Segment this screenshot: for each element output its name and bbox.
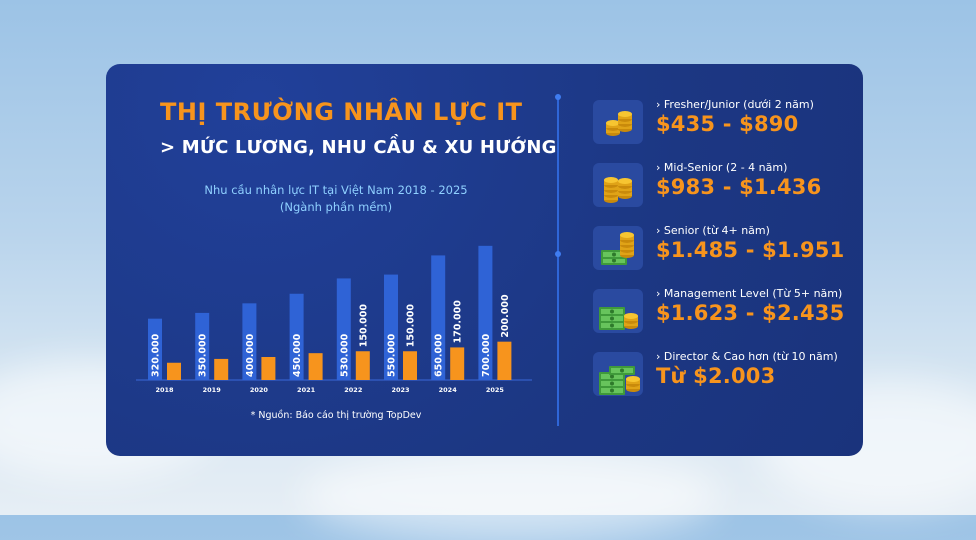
bar-value-label: 150.000 [406, 304, 417, 348]
coins-icon [593, 100, 643, 144]
salary-tier-value: $1.623 - $2.435 [656, 301, 845, 325]
salary-tier: › Mid-Senior (2 - 4 năm) $983 - $1.436 [593, 161, 853, 217]
bar-supply [403, 351, 417, 380]
bar-value-label: 150.000 [358, 304, 369, 348]
x-tick-label: 2022 [344, 386, 362, 394]
bar-value-label: 450.000 [292, 333, 303, 377]
cloud-decoration [300, 450, 720, 540]
bar-value-label: 700.000 [481, 333, 492, 377]
bar-value-label: 400.000 [245, 333, 256, 377]
infographic-card: THỊ TRƯỜNG NHÂN LỰC IT > MỨC LƯƠNG, NHU … [106, 64, 863, 456]
x-tick-label: 2020 [250, 386, 269, 394]
bar-supply [450, 347, 465, 380]
cash-pile-icon [593, 352, 643, 396]
coin-stack-icon [593, 163, 643, 207]
bar-supply [308, 353, 323, 380]
salary-tier: › Management Level (Từ 5+ năm) $1.623 - $… [593, 287, 853, 343]
bar-chart: 320.000 2018 350.000 2019 400.000 2020 450.000… [136, 245, 532, 394]
x-tick-label: 2018 [155, 386, 174, 394]
bar-demand [384, 274, 398, 380]
x-tick-label: 2019 [203, 386, 222, 394]
x-tick-label: 2023 [391, 386, 409, 394]
bar-supply [355, 351, 370, 380]
salary-tier: › Fresher/Junior (dưới 2 năm) $435 - $890 [593, 98, 853, 154]
salary-tier-value: $983 - $1.436 [656, 175, 822, 199]
page-title: THỊ TRƯỜNG NHÂN LỰC IT [160, 98, 523, 126]
bar-supply [497, 341, 512, 380]
chart-title-block: Nhu cầu nhân lực IT tại Việt Nam 2018 - … [186, 182, 486, 216]
salary-tier: › Director & Cao hơn (từ 10 năm) Từ $2.00… [593, 350, 853, 406]
bar-demand [195, 312, 210, 380]
salary-tier-label: › Senior (từ 4+ năm) [656, 224, 770, 237]
chart-title: Nhu cầu nhân lực IT tại Việt Nam 2018 - … [204, 183, 468, 197]
salary-tier-label: › Fresher/Junior (dưới 2 năm) [656, 98, 814, 111]
bar-supply [214, 358, 229, 380]
salary-tier-label: › Management Level (Từ 5+ năm) [656, 287, 843, 300]
bar-value-label: 650.000 [434, 333, 445, 377]
bar-supply [167, 362, 181, 380]
divider-line [557, 96, 559, 426]
x-tick-label: 2021 [297, 386, 316, 394]
coins-cash-icon [593, 226, 643, 270]
bar-demand [148, 318, 162, 380]
divider-dot [555, 94, 561, 100]
bar-demand [289, 293, 304, 380]
bar-demand [431, 255, 446, 380]
salary-tier-label: › Mid-Senior (2 - 4 năm) [656, 161, 788, 174]
bar-value-label: 530.000 [339, 333, 350, 377]
x-tick-label: 2024 [439, 386, 458, 394]
bar-supply [261, 357, 276, 380]
bar-value-label: 200.000 [500, 294, 511, 338]
bar-value-label: 170.000 [453, 300, 464, 344]
x-tick-label: 2025 [486, 386, 505, 394]
salary-tier-label: › Director & Cao hơn (từ 10 năm) [656, 350, 838, 363]
bar-value-label: 550.000 [387, 333, 398, 377]
divider-dot [555, 251, 561, 257]
salary-tier: › Senior (từ 4+ năm) $1.485 - $1.951 [593, 224, 853, 280]
source-note: * Nguồn: Báo cáo thị trường TopDev [250, 410, 422, 421]
bar-demand [242, 303, 257, 380]
salary-tier-value: $435 - $890 [656, 112, 799, 136]
cash-stack-icon [593, 289, 643, 333]
salary-tier-value: Từ $2.003 [656, 364, 776, 388]
bar-demand [336, 278, 351, 380]
salary-tier-value: $1.485 - $1.951 [656, 238, 845, 262]
chart-subtitle: (Ngành phần mềm) [279, 200, 393, 214]
bar-demand [478, 245, 493, 380]
page-subtitle: > MỨC LƯƠNG, NHU CẦU & XU HƯỚNG [160, 137, 557, 158]
bar-value-label: 350.000 [198, 333, 209, 377]
bar-value-label: 320.000 [151, 333, 162, 377]
